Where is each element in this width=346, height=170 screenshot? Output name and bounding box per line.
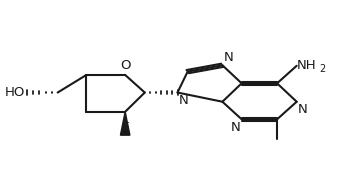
Text: NH: NH: [297, 59, 316, 72]
Text: O: O: [120, 59, 130, 72]
Text: N: N: [230, 121, 240, 134]
Text: N: N: [179, 94, 189, 107]
Text: N: N: [298, 103, 308, 116]
Text: N: N: [224, 52, 234, 64]
Text: 2: 2: [320, 64, 326, 74]
Polygon shape: [120, 112, 130, 135]
Text: HO: HO: [5, 86, 26, 99]
Text: F: F: [121, 121, 129, 134]
